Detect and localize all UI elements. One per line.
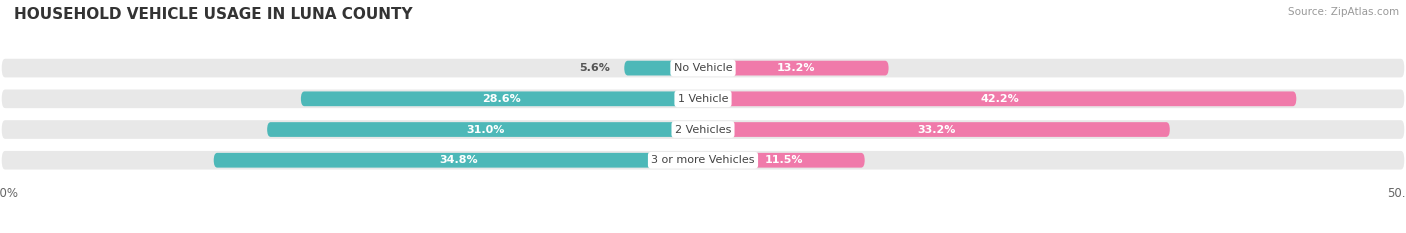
Text: 2 Vehicles: 2 Vehicles	[675, 124, 731, 134]
Text: 13.2%: 13.2%	[776, 63, 815, 73]
FancyBboxPatch shape	[703, 153, 865, 168]
Text: 31.0%: 31.0%	[465, 124, 505, 134]
Text: Source: ZipAtlas.com: Source: ZipAtlas.com	[1288, 7, 1399, 17]
FancyBboxPatch shape	[0, 88, 1406, 110]
Text: 28.6%: 28.6%	[482, 94, 522, 104]
Text: HOUSEHOLD VEHICLE USAGE IN LUNA COUNTY: HOUSEHOLD VEHICLE USAGE IN LUNA COUNTY	[14, 7, 413, 22]
Text: 11.5%: 11.5%	[765, 155, 803, 165]
Text: 3 or more Vehicles: 3 or more Vehicles	[651, 155, 755, 165]
FancyBboxPatch shape	[0, 118, 1406, 140]
FancyBboxPatch shape	[267, 122, 703, 137]
FancyBboxPatch shape	[703, 61, 889, 75]
FancyBboxPatch shape	[0, 149, 1406, 171]
FancyBboxPatch shape	[703, 91, 1296, 106]
Text: 1 Vehicle: 1 Vehicle	[678, 94, 728, 104]
FancyBboxPatch shape	[703, 122, 1170, 137]
FancyBboxPatch shape	[624, 61, 703, 75]
Text: 5.6%: 5.6%	[579, 63, 610, 73]
Text: 34.8%: 34.8%	[439, 155, 478, 165]
FancyBboxPatch shape	[301, 91, 703, 106]
FancyBboxPatch shape	[0, 57, 1406, 79]
Text: 33.2%: 33.2%	[917, 124, 956, 134]
Text: 42.2%: 42.2%	[980, 94, 1019, 104]
Text: No Vehicle: No Vehicle	[673, 63, 733, 73]
FancyBboxPatch shape	[214, 153, 703, 168]
